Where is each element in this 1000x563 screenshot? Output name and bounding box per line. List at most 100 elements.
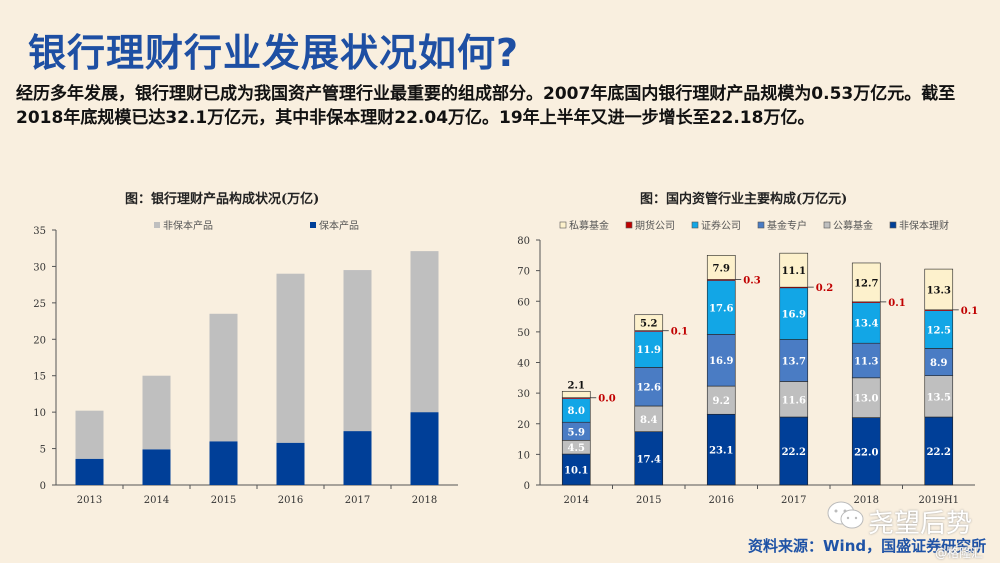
legend-label-guaranteed: 保本产品	[319, 219, 359, 232]
watermark-small: @格隆汇	[935, 546, 984, 560]
bar-public-fund	[706, 385, 736, 415]
x-tick-label: 2017	[345, 495, 370, 506]
wechat-icon	[827, 501, 864, 529]
bar-guaranteed	[209, 441, 238, 485]
left-chart: 0 5 10 15 20 25 30 35 2013 2014 2015 2016 2017 2018 非保…	[33, 219, 458, 506]
data-label-securities: 13.4	[854, 319, 878, 330]
data-label-public-fund: 4.5	[568, 443, 585, 454]
bar-non-guaranteed-wm	[851, 417, 881, 486]
bar-non-guaranteed	[209, 313, 238, 442]
bar-non-guaranteed	[276, 273, 305, 443]
data-label-non-guaranteed-wm: 17.4	[637, 454, 661, 465]
y-tick-label: 5	[40, 445, 46, 456]
watermark-text: 尧望后势	[868, 509, 973, 539]
x-tick-label: 2015	[211, 495, 236, 506]
data-label-private-fund: 2.1	[568, 380, 585, 391]
intro-paragraph: 经历多年发展，银行理财已成为我国资产管理行业最重要的组成部分。2007年底国内银…	[16, 84, 956, 128]
y-tick-label: 30	[517, 389, 530, 400]
data-label-non-guaranteed-wm: 22.2	[927, 447, 951, 458]
page-title: 银行理财行业发展状况如何?	[28, 31, 520, 75]
data-label-securities: 12.5	[927, 325, 951, 336]
data-label-fund-special: 12.6	[637, 383, 661, 394]
data-label-fund-special: 16.9	[709, 356, 733, 367]
data-label-public-fund: 8.4	[640, 415, 657, 426]
data-label-private-fund: 11.1	[782, 266, 806, 277]
bar-non-guaranteed	[343, 270, 372, 432]
y-tick-label: 35	[33, 226, 46, 237]
data-label-public-fund: 13.5	[927, 392, 951, 403]
bar-non-guaranteed-wm	[706, 413, 736, 486]
data-label-securities: 17.6	[709, 303, 733, 314]
data-label-securities: 16.9	[782, 310, 806, 321]
legend-swatch-public-fund	[823, 221, 831, 229]
legend-swatch-futures	[625, 221, 633, 229]
bar-fund-special	[706, 334, 736, 387]
legend-label-non-guaranteed: 非保本产品	[163, 219, 213, 232]
legend-label-fund-special: 基金专户	[767, 219, 807, 232]
bar-fund-special	[779, 339, 809, 382]
bar-guaranteed	[343, 431, 372, 485]
bar-private-fund	[779, 252, 809, 288]
bar-fund-special	[851, 342, 881, 379]
x-tick-label: 2016	[278, 495, 303, 506]
bar-private-fund	[561, 390, 591, 399]
x-tick-label: 2015	[636, 495, 661, 506]
x-tick-label: 2014	[144, 495, 169, 506]
y-tick-label: 0	[40, 481, 46, 492]
data-label-fund-special: 8.9	[930, 358, 947, 369]
source-note: 资料来源：Wind，国盛证券研究所	[748, 537, 987, 555]
data-label-futures: 0.1	[961, 306, 978, 317]
data-label-futures: 0.1	[888, 298, 905, 309]
data-label-securities: 11.9	[637, 345, 661, 356]
legend-swatch-securities	[691, 221, 699, 229]
data-label-futures: 0.3	[743, 276, 760, 287]
y-tick-label: 80	[517, 236, 530, 247]
legend-swatch-private-fund	[559, 221, 567, 229]
bar-guaranteed	[142, 449, 171, 485]
bar-public-fund	[851, 377, 881, 418]
legend-label-private-fund: 私募基金	[569, 219, 609, 232]
left-chart-title: 图：银行理财产品构成状况(万亿)	[125, 192, 320, 207]
y-tick-label: 10	[33, 408, 46, 419]
legend-swatch-non-guaranteed-wm	[889, 221, 897, 229]
y-tick-label: 0	[524, 481, 530, 492]
y-tick-label: 10	[517, 450, 530, 461]
legend-swatch-fund-special	[757, 221, 765, 229]
data-label-non-guaranteed-wm: 22.2	[782, 447, 806, 458]
bar-non-guaranteed-wm	[561, 453, 591, 486]
x-tick-label: 2017	[781, 495, 806, 506]
legend-label-public-fund: 公募基金	[833, 219, 873, 232]
bar-private-fund	[924, 268, 954, 311]
bar-securities	[561, 397, 591, 423]
legend-label-securities: 证券公司	[701, 219, 741, 232]
bar-securities	[634, 330, 664, 368]
data-label-fund-special: 11.3	[854, 357, 878, 368]
bar-guaranteed	[75, 458, 104, 485]
bar-securities	[706, 280, 736, 335]
x-tick-label: 2019H1	[918, 495, 959, 506]
y-tick-label: 50	[517, 328, 530, 339]
bar-public-fund	[779, 381, 809, 418]
bar-fund-special	[924, 348, 954, 376]
y-tick-label: 60	[517, 297, 530, 308]
data-label-non-guaranteed-wm: 22.0	[854, 447, 878, 458]
bar-private-fund	[851, 262, 881, 303]
data-label-fund-special: 5.9	[568, 427, 585, 438]
bar-public-fund	[634, 405, 664, 433]
right-chart: 0 10 20 30 40 50 60 70 80 10.1 4.5 5.9 8.0 0.0 2.1 2014…	[517, 219, 978, 506]
data-label-private-fund: 13.3	[927, 285, 951, 296]
x-tick-label: 2014	[564, 495, 589, 506]
data-label-non-guaranteed-wm: 23.1	[709, 446, 733, 457]
data-label-public-fund: 11.6	[782, 395, 806, 406]
data-label-non-guaranteed-wm: 10.1	[564, 466, 588, 477]
data-label-private-fund: 7.9	[713, 263, 730, 274]
bar-non-guaranteed-wm	[634, 431, 664, 486]
right-chart-title: 图：国内资管行业主要构成(万亿元)	[640, 192, 848, 207]
x-tick-label: 2013	[77, 495, 102, 506]
data-label-futures: 0.0	[598, 394, 615, 405]
bar-non-guaranteed-wm	[779, 416, 809, 486]
bar-guaranteed	[276, 442, 305, 485]
bar-private-fund	[634, 314, 664, 331]
data-label-private-fund: 5.2	[640, 319, 657, 330]
bar-non-guaranteed	[410, 251, 439, 413]
